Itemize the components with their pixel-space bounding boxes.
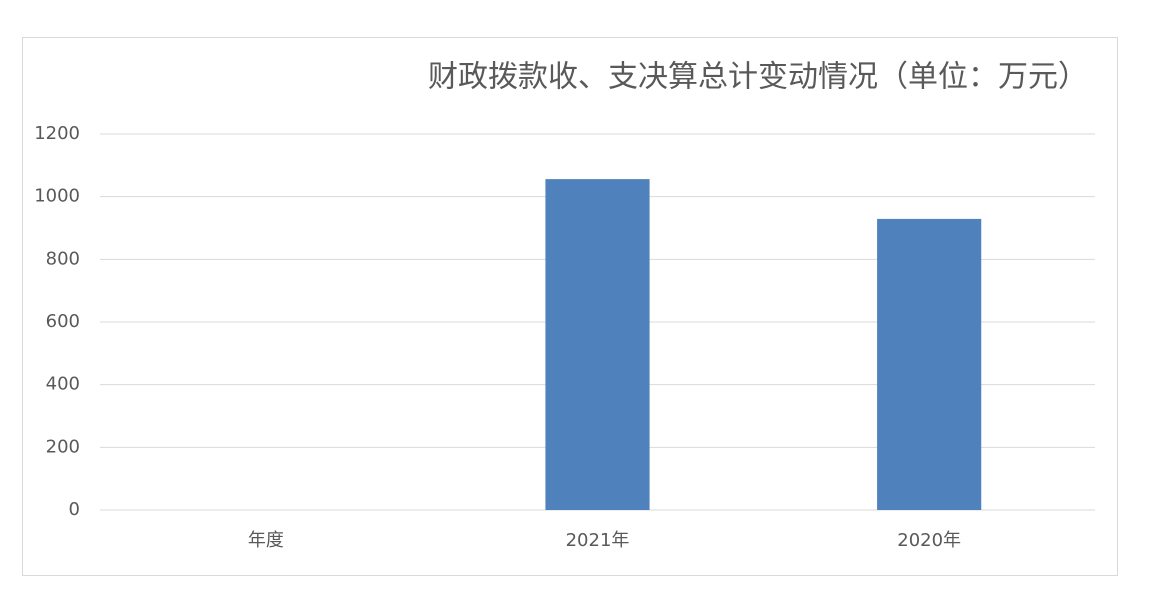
x-tick-label: 2021年 <box>566 530 630 551</box>
y-tick-label: 1000 <box>34 186 80 207</box>
y-tick-label: 200 <box>46 436 80 457</box>
chart-title: 财政拨款收、支决算总计变动情况（单位：万元） <box>428 60 1088 95</box>
bar <box>545 179 650 510</box>
bar <box>877 218 982 510</box>
y-tick-label: 1200 <box>34 123 80 144</box>
y-tick-label: 0 <box>69 499 80 520</box>
x-tick-label: 2020年 <box>897 530 961 551</box>
y-tick-label: 600 <box>46 311 80 332</box>
y-tick-label: 800 <box>46 248 80 269</box>
x-tick-label: 年度 <box>248 530 284 551</box>
y-tick-label: 400 <box>46 374 80 395</box>
